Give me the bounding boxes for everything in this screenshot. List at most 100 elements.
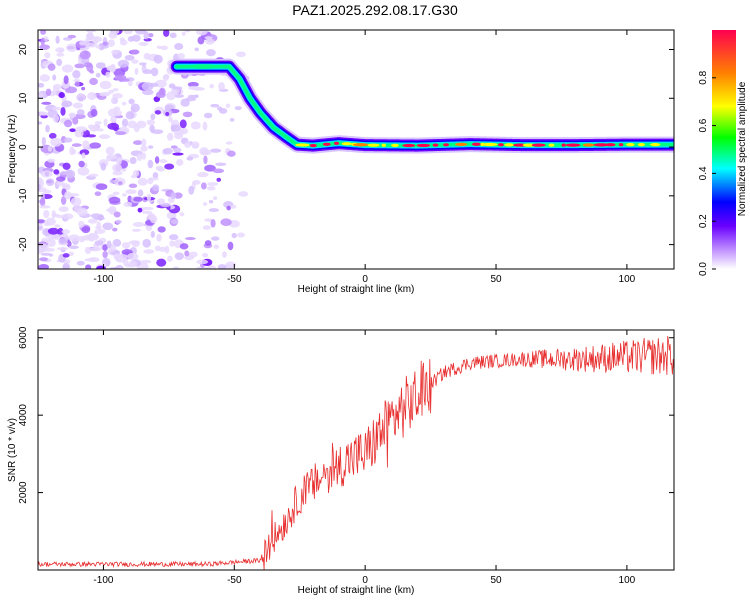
spectrogram-x-tick-label: -50 xyxy=(227,274,242,285)
snr-y-tick-label: 2000 xyxy=(18,481,29,504)
noise-blob xyxy=(204,218,213,222)
spectrogram-x-tick-label: 0 xyxy=(362,274,368,285)
noise-blob xyxy=(114,265,124,269)
noise-blob xyxy=(169,240,175,247)
noise-blob xyxy=(137,207,143,213)
noise-blob xyxy=(54,224,61,228)
noise-blob xyxy=(58,92,65,99)
noise-blob xyxy=(94,228,106,234)
noise-blob xyxy=(86,134,97,138)
noise-blob xyxy=(70,197,82,207)
ridge-hotspot xyxy=(482,142,498,147)
noise-blob xyxy=(47,158,56,163)
ridge-hotspot xyxy=(618,143,624,147)
noise-blob xyxy=(72,102,83,109)
ridge-hotspot xyxy=(341,142,352,146)
noise-blob xyxy=(96,221,101,231)
noise-blob xyxy=(41,101,52,105)
noise-blob xyxy=(40,114,48,119)
noise-blob xyxy=(203,155,208,165)
noise-blob xyxy=(227,150,236,157)
noise-blob xyxy=(141,152,147,160)
noise-blob xyxy=(69,128,76,133)
ridge-hotspot xyxy=(352,143,369,147)
noise-blob xyxy=(128,183,138,189)
noise-blob xyxy=(196,259,209,265)
noise-blob xyxy=(72,117,79,125)
noise-blob xyxy=(45,178,55,186)
noise-blob xyxy=(153,96,161,103)
ridge-hotspot xyxy=(443,143,449,147)
noise-blob xyxy=(121,101,127,106)
noise-blob xyxy=(88,218,98,224)
noise-blob xyxy=(202,121,208,131)
noise-blob xyxy=(62,253,70,258)
noise-blob xyxy=(130,174,137,179)
noise-blob xyxy=(229,118,235,122)
noise-blob xyxy=(164,245,170,254)
noise-blob xyxy=(204,240,212,246)
ridge-hotspot xyxy=(637,143,645,147)
noise-blob xyxy=(45,124,50,133)
noise-blob xyxy=(44,52,51,59)
noise-blob xyxy=(107,108,118,117)
noise-blob xyxy=(56,181,66,187)
noise-blob xyxy=(111,49,120,55)
spectrogram-x-tick-label: 50 xyxy=(490,274,502,285)
noise-blob xyxy=(216,177,222,182)
noise-blob xyxy=(131,59,139,64)
noise-blob xyxy=(105,146,115,156)
noise-blob xyxy=(130,49,140,55)
noise-blob xyxy=(220,218,232,227)
noise-blob xyxy=(95,72,101,78)
noise-blob xyxy=(215,162,227,166)
ridge-hotspot xyxy=(295,143,310,147)
noise-blob xyxy=(76,260,85,266)
noise-blob xyxy=(210,219,216,228)
noise-blob xyxy=(84,246,92,255)
ridge-hotspot xyxy=(605,143,616,147)
noise-blob xyxy=(46,238,56,247)
noise-blob xyxy=(179,119,187,129)
ridge-hotspot xyxy=(561,143,566,147)
noise-blob xyxy=(140,145,148,152)
noise-blob xyxy=(197,36,205,45)
noise-blob xyxy=(162,74,169,82)
noise-blob xyxy=(121,242,131,249)
noise-blob xyxy=(74,63,85,69)
noise-blob xyxy=(73,78,81,83)
noise-blob xyxy=(206,186,216,191)
noise-blob xyxy=(222,251,227,258)
spectrogram-y-tick-label: -10 xyxy=(18,188,29,203)
noise-blob xyxy=(68,251,74,256)
noise-blob xyxy=(132,140,143,145)
noise-blob xyxy=(38,92,44,99)
ridge-hotspot xyxy=(531,143,546,147)
colorbar: 0.0 0.2 0.4 0.6 0.8 Normalized spectral ampl… xyxy=(698,30,748,276)
noise-blob xyxy=(143,249,155,254)
noise-blob xyxy=(99,80,112,90)
noise-blob xyxy=(88,257,100,263)
noise-blob xyxy=(137,189,144,197)
ridge-hotspot xyxy=(367,143,380,147)
ridge-hotspot xyxy=(416,143,431,148)
snr-x-tick-label: 100 xyxy=(619,575,636,586)
noise-blob xyxy=(218,82,225,91)
noise-blob xyxy=(112,30,118,33)
noise-blob xyxy=(67,34,77,39)
noise-blob xyxy=(170,219,179,225)
snr-panel: -100 -50 0 50 100 2000 4000 6000 Height of stra… xyxy=(7,326,675,596)
noise-blob xyxy=(38,226,43,230)
noise-blob xyxy=(191,144,199,149)
ridge-hotspot xyxy=(626,143,635,147)
noise-blob xyxy=(120,78,130,82)
noise-blob xyxy=(78,160,85,168)
noise-blob xyxy=(115,219,122,224)
snr-y-tick-label: 6000 xyxy=(18,326,29,349)
noise-blob xyxy=(181,31,186,36)
noise-blob xyxy=(61,64,74,73)
ridge-hotspot xyxy=(593,143,610,147)
noise-blob xyxy=(127,120,137,129)
noise-blob xyxy=(39,205,51,209)
noise-blob xyxy=(226,205,231,211)
